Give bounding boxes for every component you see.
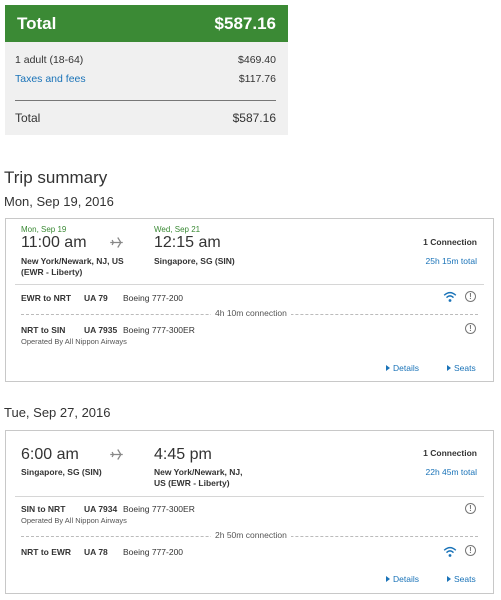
segment-route: NRT to EWR — [21, 547, 72, 557]
arrive-city: New York/Newark, NJ, — [154, 467, 243, 477]
details-label: Details — [393, 574, 419, 584]
taxes-link[interactable]: Taxes and fees — [15, 73, 86, 85]
layover-duration: 4h 10m connection — [211, 308, 291, 318]
flight-number: UA 7934 — [84, 504, 118, 514]
total-label: Total — [17, 13, 57, 33]
outbound-date-heading: Mon, Sep 19, 2016 — [4, 194, 114, 209]
details-link[interactable]: Details — [386, 363, 419, 373]
depart-place: New York/Newark, NJ, US (EWR - Liberty) — [21, 256, 124, 278]
total-duration: 25h 15m total — [425, 256, 477, 266]
arrive-place: New York/Newark, NJ, US (EWR - Liberty) — [154, 467, 243, 489]
passenger-amount: $469.40 — [238, 54, 276, 66]
arrive-time: 12:15 am — [154, 234, 221, 251]
segment-route: NRT to SIN — [21, 325, 66, 335]
seats-link[interactable]: Seats — [447, 363, 476, 373]
segment-route: SIN to NRT — [21, 504, 66, 514]
flight-number: UA 78 — [84, 547, 108, 557]
segment-row: NRT to SIN UA 7935 Boeing 777-300ER — [21, 325, 195, 335]
aircraft: Boeing 777-200 — [123, 547, 184, 557]
operated-by: Operated By All Nippon Airways — [21, 516, 127, 525]
airplane-icon — [109, 448, 124, 466]
info-icon[interactable]: ! — [465, 291, 476, 302]
price-header: Total $587.16 — [5, 5, 288, 42]
depart-time: 11:00 am — [21, 234, 87, 251]
segment-route: EWR to NRT — [21, 293, 72, 303]
taxes-amount: $117.76 — [238, 73, 276, 85]
caret-right-icon — [447, 365, 451, 371]
price-total-row: Total $587.16 — [15, 111, 276, 125]
page-title: Trip summary — [4, 168, 108, 187]
caret-right-icon — [386, 365, 390, 371]
divider — [15, 496, 484, 497]
arrive-place: Singapore, SG (SIN) — [154, 256, 235, 266]
arrive-date: Wed, Sep 21 — [154, 225, 201, 234]
return-date-heading: Tue, Sep 27, 2016 — [4, 405, 111, 420]
layover-duration: 2h 50m connection — [211, 530, 291, 540]
total-duration: 22h 45m total — [425, 467, 477, 477]
info-icon[interactable]: ! — [465, 545, 476, 556]
summary-total-label: Total — [15, 111, 41, 125]
divider — [15, 284, 484, 285]
connection-count: 1 Connection — [423, 237, 477, 247]
aircraft: Boeing 777-300ER — [123, 504, 195, 514]
depart-place: Singapore, SG (SIN) — [21, 467, 102, 477]
summary-total-amount: $587.16 — [232, 111, 276, 125]
details-label: Details — [393, 363, 419, 373]
aircraft: Boeing 777-200 — [123, 293, 184, 303]
airplane-icon — [109, 236, 124, 254]
passenger-label: 1 adult (18-64) — [15, 54, 84, 66]
caret-right-icon — [386, 576, 390, 582]
price-divider — [15, 100, 276, 101]
info-icon[interactable]: ! — [465, 323, 476, 334]
seats-link[interactable]: Seats — [447, 574, 476, 584]
wifi-icon — [443, 290, 457, 308]
return-flight-card: 6:00 am 4:45 pm Singapore, SG (SIN) New … — [5, 430, 494, 594]
wifi-icon — [443, 545, 457, 563]
info-icon[interactable]: ! — [465, 503, 476, 514]
flight-number: UA 7935 — [84, 325, 118, 335]
depart-airport: (EWR - Liberty) — [21, 267, 83, 277]
seats-label: Seats — [454, 363, 476, 373]
segment-row: SIN to NRT UA 7934 Boeing 777-300ER — [21, 504, 195, 514]
depart-time: 6:00 am — [21, 446, 79, 463]
flight-number: UA 79 — [84, 293, 108, 303]
taxes-row: Taxes and fees $117.76 — [15, 73, 276, 85]
total-amount: $587.16 — [214, 13, 276, 33]
connection-count: 1 Connection — [423, 448, 477, 458]
caret-right-icon — [447, 576, 451, 582]
operated-by: Operated By All Nippon Airways — [21, 337, 127, 346]
arrive-airport: US (EWR - Liberty) — [154, 478, 230, 488]
outbound-flight-card: Mon, Sep 19 11:00 am Wed, Sep 21 12:15 a… — [5, 218, 494, 382]
segment-row: EWR to NRT UA 79 Boeing 777-200 — [21, 293, 183, 303]
seats-label: Seats — [454, 574, 476, 584]
details-link[interactable]: Details — [386, 574, 419, 584]
arrive-time: 4:45 pm — [154, 446, 212, 463]
aircraft: Boeing 777-300ER — [123, 325, 195, 335]
depart-date: Mon, Sep 19 — [21, 225, 67, 234]
passenger-row: 1 adult (18-64) $469.40 — [15, 54, 276, 66]
segment-row: NRT to EWR UA 78 Boeing 777-200 — [21, 547, 183, 557]
price-summary: Total $587.16 1 adult (18-64) $469.40 Ta… — [5, 5, 288, 135]
depart-city: New York/Newark, NJ, US — [21, 256, 124, 266]
